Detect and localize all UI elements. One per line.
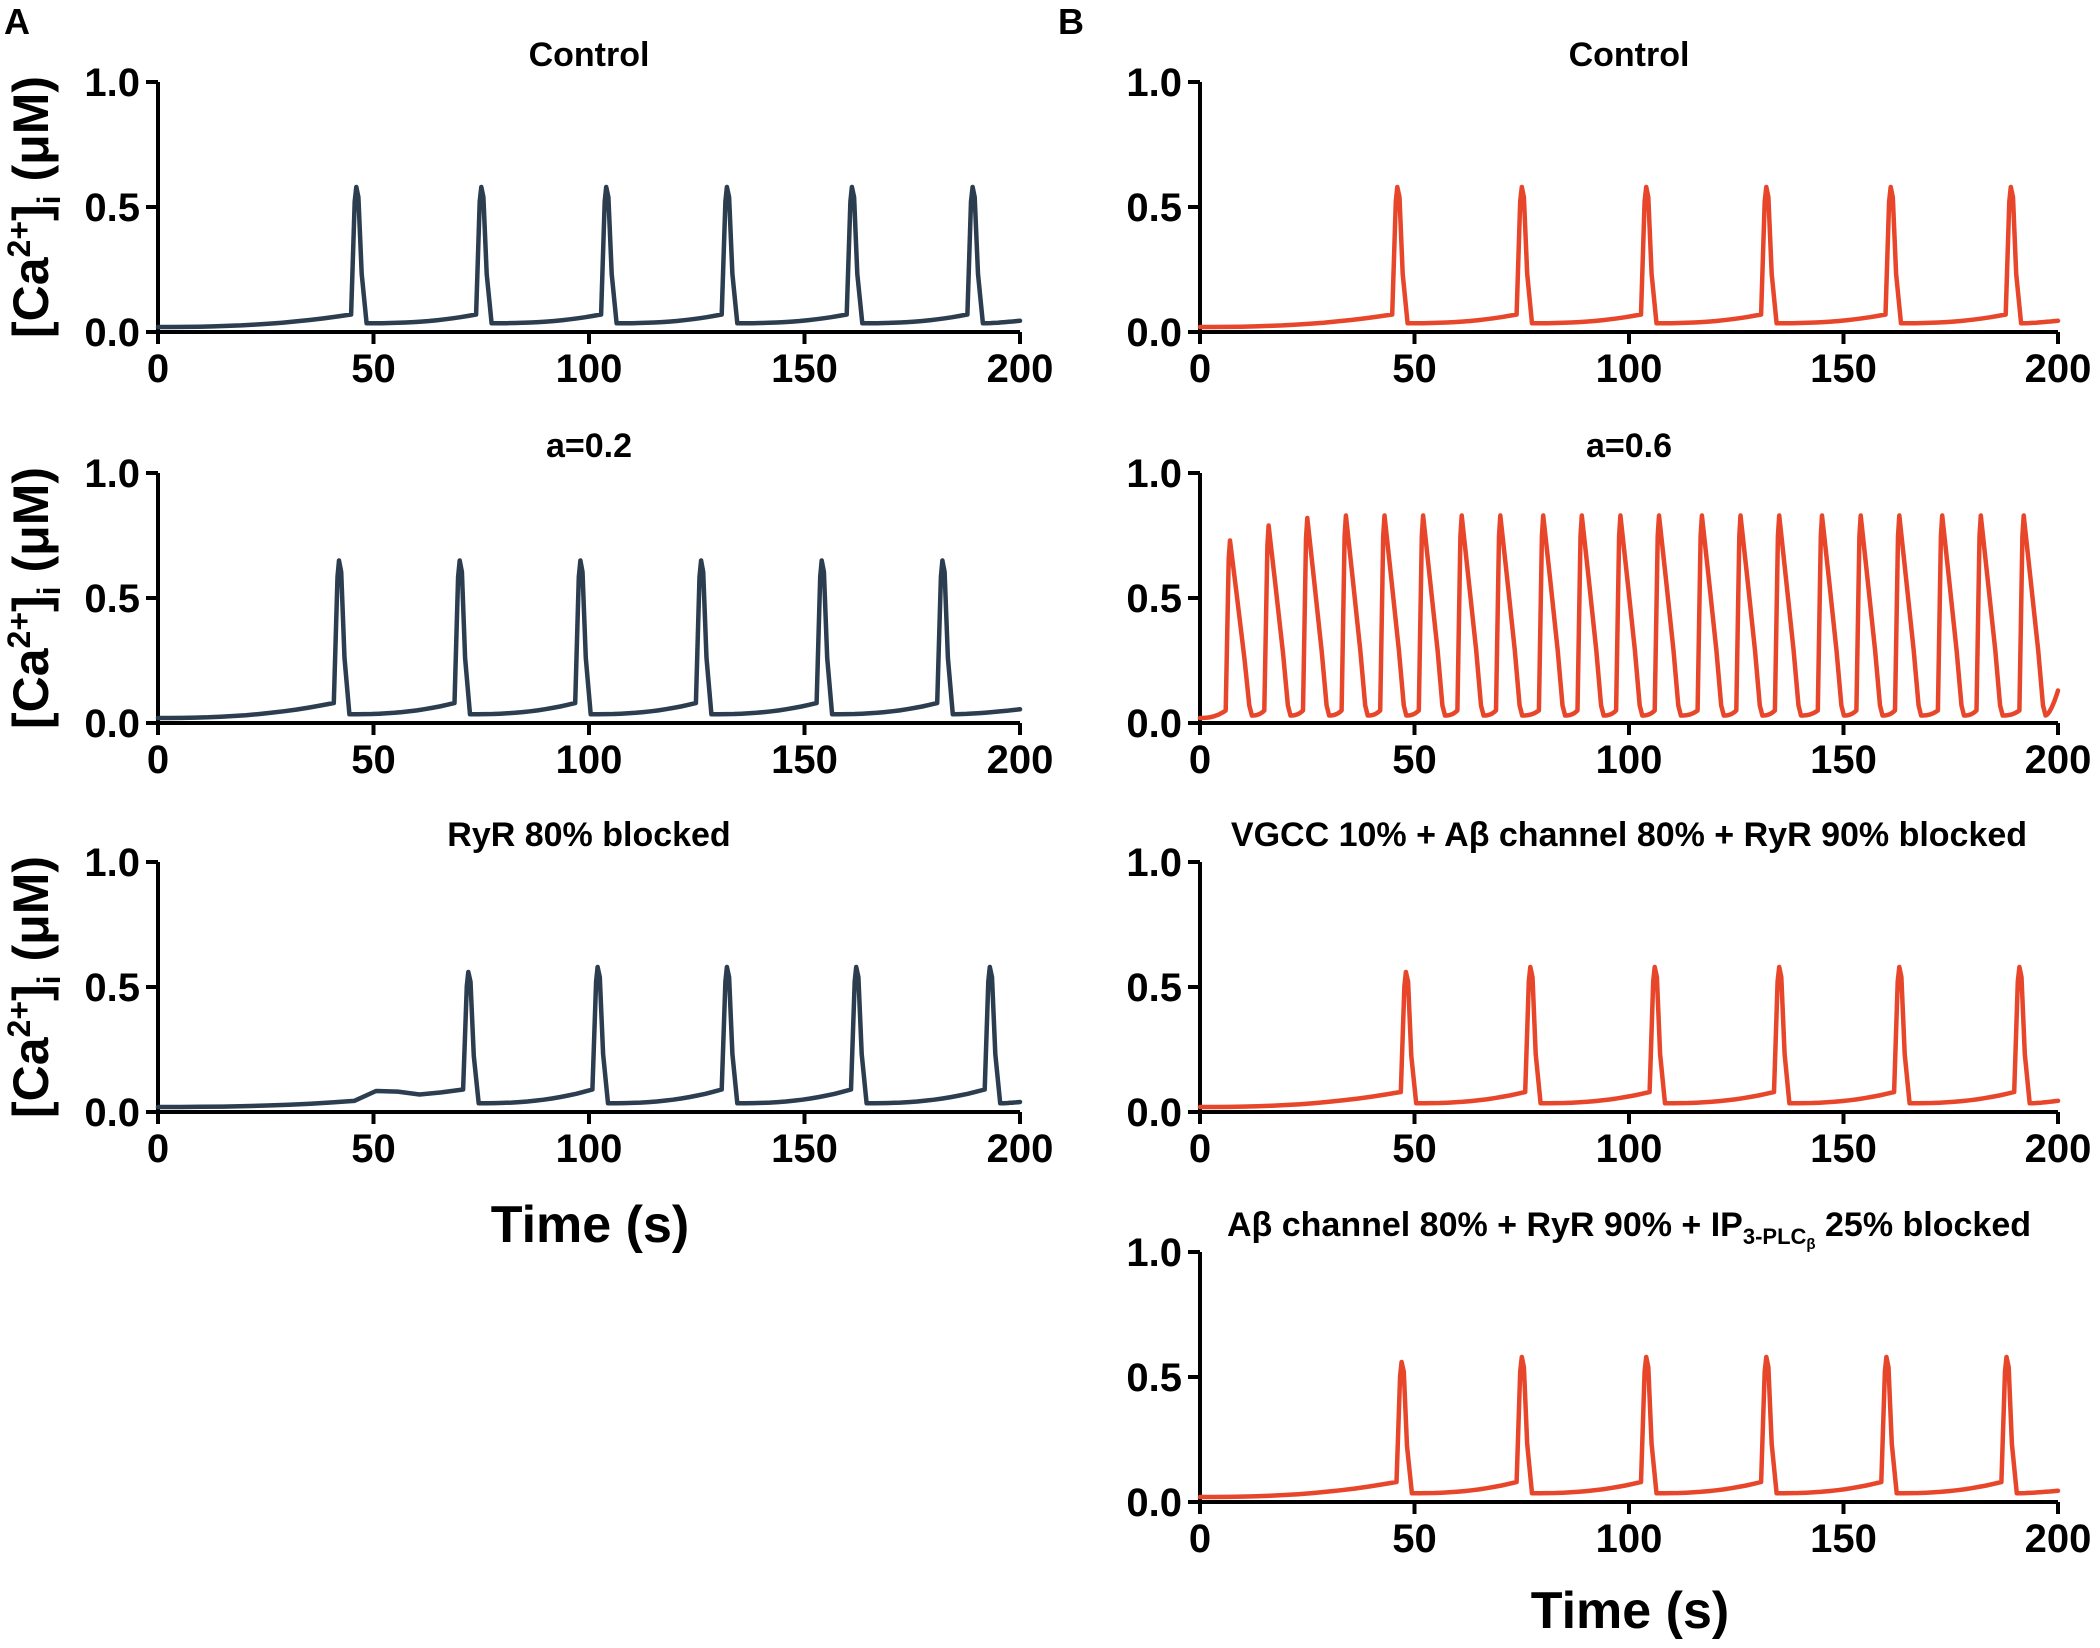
y-axis-label: [Ca2+]i (μM) — [1, 856, 67, 1118]
calcium-trace-series — [155, 558, 1023, 721]
y-tick-label: 0.0 — [1126, 702, 1182, 746]
x-tick-label: 0 — [147, 347, 169, 391]
calcium-trace-series — [155, 964, 1023, 1110]
x-tick-label: 200 — [2025, 1517, 2092, 1561]
y-tick-label: 0.0 — [84, 311, 140, 355]
calcium-trace-series — [155, 184, 1023, 330]
x-tick-label: 50 — [351, 1127, 396, 1171]
chart-a1: Control 0.0 0.5 1.0 0 50 100 150 200 [Ca2+]i (μM) — [1, 36, 1053, 391]
y-tick-label: 1.0 — [1126, 452, 1182, 496]
x-tick-label: 50 — [1392, 738, 1437, 782]
calcium-trace-series — [1197, 513, 2061, 721]
y-tick-label: 0.5 — [1126, 1356, 1182, 1400]
x-tick-label: 150 — [1810, 347, 1877, 391]
chart-title: Control — [1569, 36, 1690, 74]
calcium-trace-series — [1197, 964, 2061, 1110]
chart-b2: a=0.6 0.0 0.5 1.0 0 50 100 150 200 — [1126, 427, 2091, 782]
x-tick-label: 200 — [2025, 1127, 2092, 1171]
x-tick-label: 100 — [1596, 738, 1663, 782]
panel-label-b: B — [1058, 1, 1084, 42]
y-tick-label: 0.5 — [84, 186, 140, 230]
y-tick-label: 0.5 — [1126, 966, 1182, 1010]
y-axis-label: [Ca2+]i (μM) — [1, 76, 67, 338]
x-tick-label: 0 — [147, 1127, 169, 1171]
x-tick-label: 200 — [987, 347, 1054, 391]
x-tick-label: 100 — [1596, 1127, 1663, 1171]
y-tick-label: 0.5 — [84, 577, 140, 621]
x-tick-label: 0 — [1189, 1127, 1211, 1171]
chart-title: Control — [529, 36, 650, 74]
x-tick-label: 150 — [771, 738, 838, 782]
x-tick-label: 100 — [556, 1127, 623, 1171]
y-tick-label: 0.0 — [1126, 1091, 1182, 1135]
y-tick-label: 1.0 — [1126, 841, 1182, 885]
x-tick-label: 50 — [1392, 347, 1437, 391]
chart-b3: VGCC 10% + Aβ channel 80% + RyR 90% bloc… — [1126, 816, 2091, 1171]
x-tick-label: 100 — [1596, 347, 1663, 391]
x-tick-label: 0 — [1189, 347, 1211, 391]
y-tick-label: 1.0 — [1126, 61, 1182, 105]
x-tick-label: 50 — [351, 738, 396, 782]
x-tick-label: 150 — [771, 347, 838, 391]
x-tick-label: 150 — [771, 1127, 838, 1171]
x-tick-label: 50 — [1392, 1127, 1437, 1171]
x-tick-label: 0 — [1189, 1517, 1211, 1561]
x-tick-label: 100 — [556, 347, 623, 391]
y-tick-label: 1.0 — [84, 841, 140, 885]
chart-a2: a=0.2 0.0 0.5 1.0 0 50 100 150 200 [Ca2+]i (μM) — [1, 427, 1053, 782]
y-tick-label: 0.0 — [84, 702, 140, 746]
x-tick-label: 200 — [987, 738, 1054, 782]
x-tick-label: 100 — [1596, 1517, 1663, 1561]
y-tick-label: 1.0 — [84, 61, 140, 105]
calcium-trace-series — [1197, 1354, 2061, 1500]
x-tick-label: 200 — [2025, 738, 2092, 782]
x-tick-label: 150 — [1810, 738, 1877, 782]
x-tick-label: 100 — [556, 738, 623, 782]
y-tick-label: 0.0 — [1126, 311, 1182, 355]
x-tick-label: 50 — [351, 347, 396, 391]
panel-label-a: A — [4, 1, 30, 42]
x-tick-label: 0 — [1189, 738, 1211, 782]
x-tick-label: 200 — [2025, 347, 2092, 391]
y-axis-label: [Ca2+]i (μM) — [1, 467, 67, 729]
x-tick-label: 0 — [147, 738, 169, 782]
chart-b1: Control 0.0 0.5 1.0 0 50 100 150 200 — [1126, 36, 2091, 391]
y-tick-label: 0.0 — [1126, 1481, 1182, 1525]
chart-title: VGCC 10% + Aβ channel 80% + RyR 90% bloc… — [1231, 816, 2027, 854]
chart-title: RyR 80% blocked — [447, 816, 730, 854]
plots-container: Control 0.0 0.5 1.0 0 50 100 150 200 [Ca2+]i (μM)… — [1, 36, 2091, 1561]
chart-b4: Aβ channel 80% + RyR 90% + IP3-PLCβ 25% … — [1126, 1206, 2091, 1561]
chart-title: Aβ channel 80% + RyR 90% + IP3-PLCβ 25% … — [1227, 1206, 2031, 1253]
chart-title: a=0.2 — [546, 427, 632, 465]
x-axis-label-b: Time (s) — [1531, 1582, 1729, 1640]
calcium-trace-series — [1197, 184, 2061, 330]
y-tick-label: 0.0 — [84, 1091, 140, 1135]
x-tick-label: 50 — [1392, 1517, 1437, 1561]
y-tick-label: 1.0 — [84, 452, 140, 496]
y-tick-label: 0.5 — [1126, 186, 1182, 230]
chart-title: a=0.6 — [1586, 427, 1672, 465]
x-tick-label: 150 — [1810, 1127, 1877, 1171]
y-tick-label: 0.5 — [84, 966, 140, 1010]
chart-a3: RyR 80% blocked 0.0 0.5 1.0 0 50 100 150 200 [Ca2… — [1, 816, 1053, 1171]
x-tick-label: 200 — [987, 1127, 1054, 1171]
x-axis-label-a: Time (s) — [491, 1196, 689, 1254]
y-tick-label: 1.0 — [1126, 1231, 1182, 1275]
y-tick-label: 0.5 — [1126, 577, 1182, 621]
x-tick-label: 150 — [1810, 1517, 1877, 1561]
